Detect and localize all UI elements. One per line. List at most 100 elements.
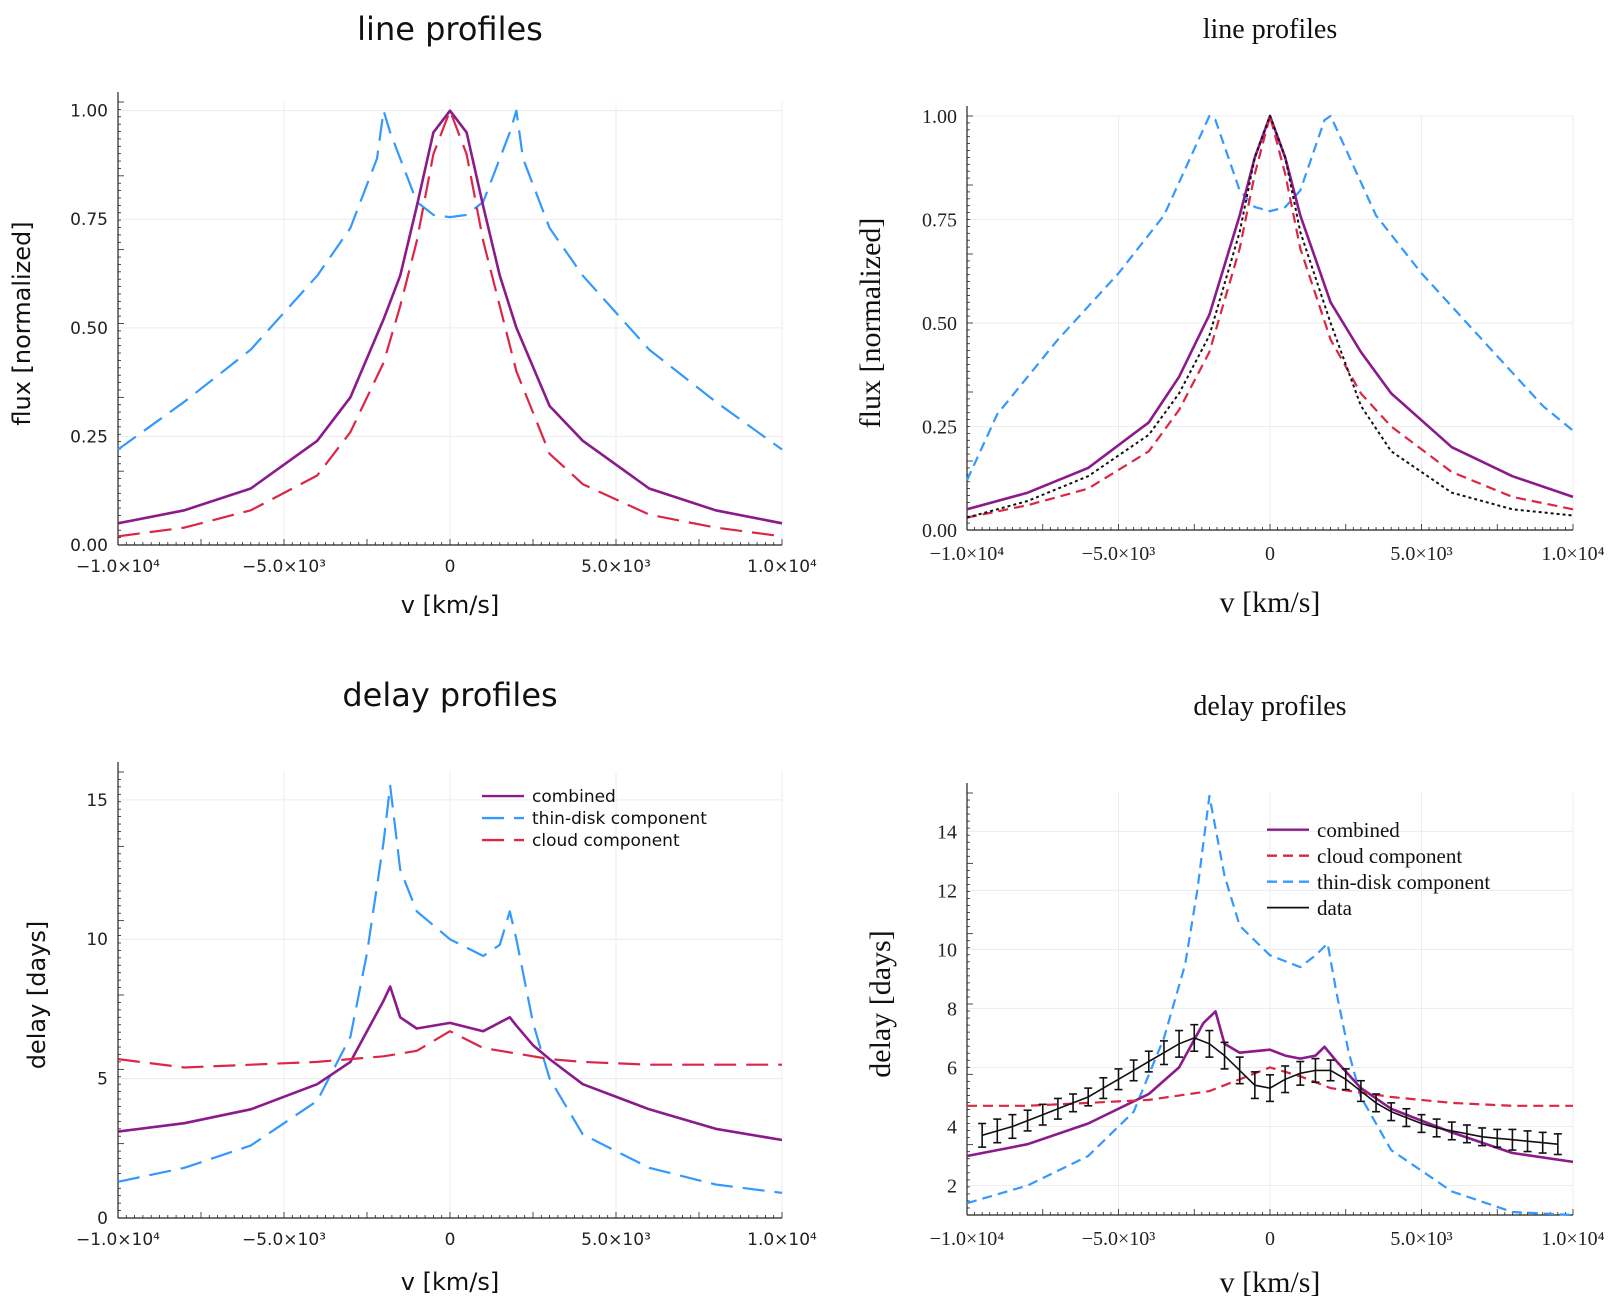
errorbar-point bbox=[1432, 1118, 1441, 1138]
errorbar-point bbox=[1402, 1107, 1411, 1128]
errorbar-point bbox=[1144, 1050, 1153, 1073]
errorbar-point bbox=[1129, 1059, 1138, 1082]
legend-label-cloud: cloud component bbox=[1317, 844, 1462, 868]
errorbar-point bbox=[1462, 1124, 1471, 1144]
legend-label-data: data bbox=[1317, 896, 1353, 920]
y-tick-label: 1.00 bbox=[922, 106, 957, 128]
errorbar-point bbox=[1553, 1133, 1562, 1156]
y-tick-label: 0.25 bbox=[70, 427, 108, 447]
errorbar-point bbox=[1387, 1102, 1396, 1122]
errorbar-point bbox=[1175, 1029, 1184, 1058]
y-tick-label: 0.00 bbox=[922, 520, 957, 542]
y-tick-label: 0 bbox=[97, 1209, 108, 1229]
x-tick-label: 0 bbox=[445, 1230, 456, 1250]
y-tick-label: 0.75 bbox=[70, 210, 108, 230]
errorbar-point bbox=[1538, 1131, 1547, 1154]
series-line-combined bbox=[117, 109, 783, 525]
x-axis-label: v [km/s] bbox=[1220, 586, 1321, 619]
errorbar-point bbox=[978, 1122, 987, 1148]
x-tick-label: 0 bbox=[1265, 1228, 1275, 1250]
x-tick-label: −1.0×10⁴ bbox=[930, 543, 1005, 565]
series-line-cloud bbox=[117, 1030, 782, 1069]
errorbar-point bbox=[1266, 1074, 1274, 1103]
series-line-combined bbox=[966, 1010, 1574, 1164]
x-axis-label: v [km/s] bbox=[401, 1268, 499, 1296]
x-tick-label: 1.0×10⁴ bbox=[747, 557, 817, 577]
y-tick-label: 5 bbox=[97, 1070, 108, 1090]
errorbar-point bbox=[1326, 1059, 1335, 1082]
chart-title: delay profiles bbox=[342, 676, 557, 714]
errorbar-point bbox=[1099, 1076, 1108, 1100]
y-axis-label: flux [normalized] bbox=[854, 218, 887, 429]
x-axis-label: v [km/s] bbox=[1220, 1266, 1321, 1298]
errorbar-point bbox=[1008, 1113, 1017, 1140]
series-line-combined bbox=[117, 985, 783, 1142]
x-axis-label: v [km/s] bbox=[401, 591, 499, 619]
chart-top-right: −1.0×10⁴ −5.0×10³ 0 5.0×10³ 1.0×10⁴ 0.00 0.25 0… bbox=[854, 14, 1605, 619]
errorbar-point bbox=[1417, 1113, 1426, 1134]
errorbar-point bbox=[1508, 1128, 1517, 1151]
errorbar-point bbox=[1523, 1130, 1532, 1153]
errorbar-point bbox=[1114, 1068, 1123, 1091]
y-tick-label: 0.50 bbox=[922, 313, 957, 335]
errorbar-point bbox=[1281, 1065, 1290, 1094]
x-tick-label: 5.0×10³ bbox=[581, 1230, 651, 1250]
y-tick-label: 12 bbox=[937, 880, 957, 902]
x-tick-label: 5.0×10³ bbox=[1390, 543, 1452, 565]
errorbar-point bbox=[1235, 1056, 1244, 1085]
errorbar-point bbox=[1296, 1060, 1305, 1086]
x-tick-label: 0 bbox=[445, 557, 456, 577]
x-tick-label: 0 bbox=[1265, 543, 1275, 565]
x-tick-label: −5.0×10³ bbox=[242, 557, 326, 577]
x-tick-label: −5.0×10³ bbox=[1082, 1228, 1156, 1250]
y-tick-label: 0.25 bbox=[922, 417, 957, 439]
x-tick-label: −1.0×10⁴ bbox=[930, 1228, 1005, 1250]
chart-title: line profiles bbox=[1203, 14, 1338, 45]
errorbar-point bbox=[1372, 1093, 1381, 1113]
series-line-cloud bbox=[117, 109, 783, 538]
errorbar-point bbox=[1159, 1040, 1168, 1066]
series-line-thin_disk bbox=[117, 784, 783, 1194]
errorbar-point bbox=[1190, 1023, 1199, 1053]
x-tick-label: 1.0×10⁴ bbox=[1541, 1228, 1604, 1250]
errorbar-point bbox=[1341, 1068, 1350, 1091]
errorbar-point bbox=[1023, 1109, 1032, 1132]
series-line-thin_disk bbox=[966, 794, 1574, 1217]
x-tick-label: −5.0×10³ bbox=[1082, 543, 1156, 565]
series-line-thin_disk bbox=[117, 109, 783, 451]
errorbar-point bbox=[1038, 1103, 1047, 1126]
legend-label-thin_disk: thin-disk component bbox=[532, 809, 707, 829]
y-tick-label: 10 bbox=[86, 930, 108, 950]
chart-title: delay profiles bbox=[1193, 691, 1346, 722]
errorbar-point bbox=[1311, 1057, 1320, 1084]
errorbar-point bbox=[1205, 1029, 1214, 1058]
y-tick-label: 8 bbox=[947, 998, 957, 1020]
chart-bottom-left: −1.0×10⁴ −5.0×10³ 0 5.0×10³ 1.0×10⁴ 0 5 10 15 del… bbox=[23, 676, 817, 1296]
y-tick-label: 6 bbox=[947, 1057, 957, 1079]
errorbar-point bbox=[1250, 1071, 1259, 1100]
legend-label-combined: combined bbox=[1317, 818, 1400, 842]
errorbar-point bbox=[1356, 1079, 1365, 1103]
legend-label-thin_disk: thin-disk component bbox=[1317, 870, 1490, 894]
y-axis-label: flux [normalized] bbox=[8, 221, 36, 425]
x-tick-label: 5.0×10³ bbox=[581, 557, 651, 577]
errorbar-point bbox=[1084, 1087, 1093, 1107]
errorbar-point bbox=[1220, 1041, 1229, 1070]
y-axis-label: delay [days] bbox=[23, 921, 51, 1070]
legend-label-cloud: cloud component bbox=[532, 831, 680, 851]
chart-bottom-right: −1.0×10⁴ −5.0×10³ 0 5.0×10³ 1.0×10⁴ 2 4 6 8 10 12 1… bbox=[864, 691, 1605, 1298]
legend-label-combined: combined bbox=[532, 787, 616, 807]
x-tick-label: 1.0×10⁴ bbox=[1541, 543, 1604, 565]
chart-title: line profiles bbox=[357, 10, 543, 48]
x-tick-label: −1.0×10⁴ bbox=[76, 557, 160, 577]
errorbar-point bbox=[1069, 1093, 1078, 1113]
x-tick-label: −1.0×10⁴ bbox=[76, 1230, 160, 1250]
y-tick-label: 0.00 bbox=[70, 536, 108, 556]
series-line-cloud bbox=[966, 114, 1574, 519]
y-tick-label: 10 bbox=[937, 939, 957, 961]
x-tick-label: −5.0×10³ bbox=[242, 1230, 326, 1250]
series-line-thin_disk bbox=[965, 114, 1574, 481]
